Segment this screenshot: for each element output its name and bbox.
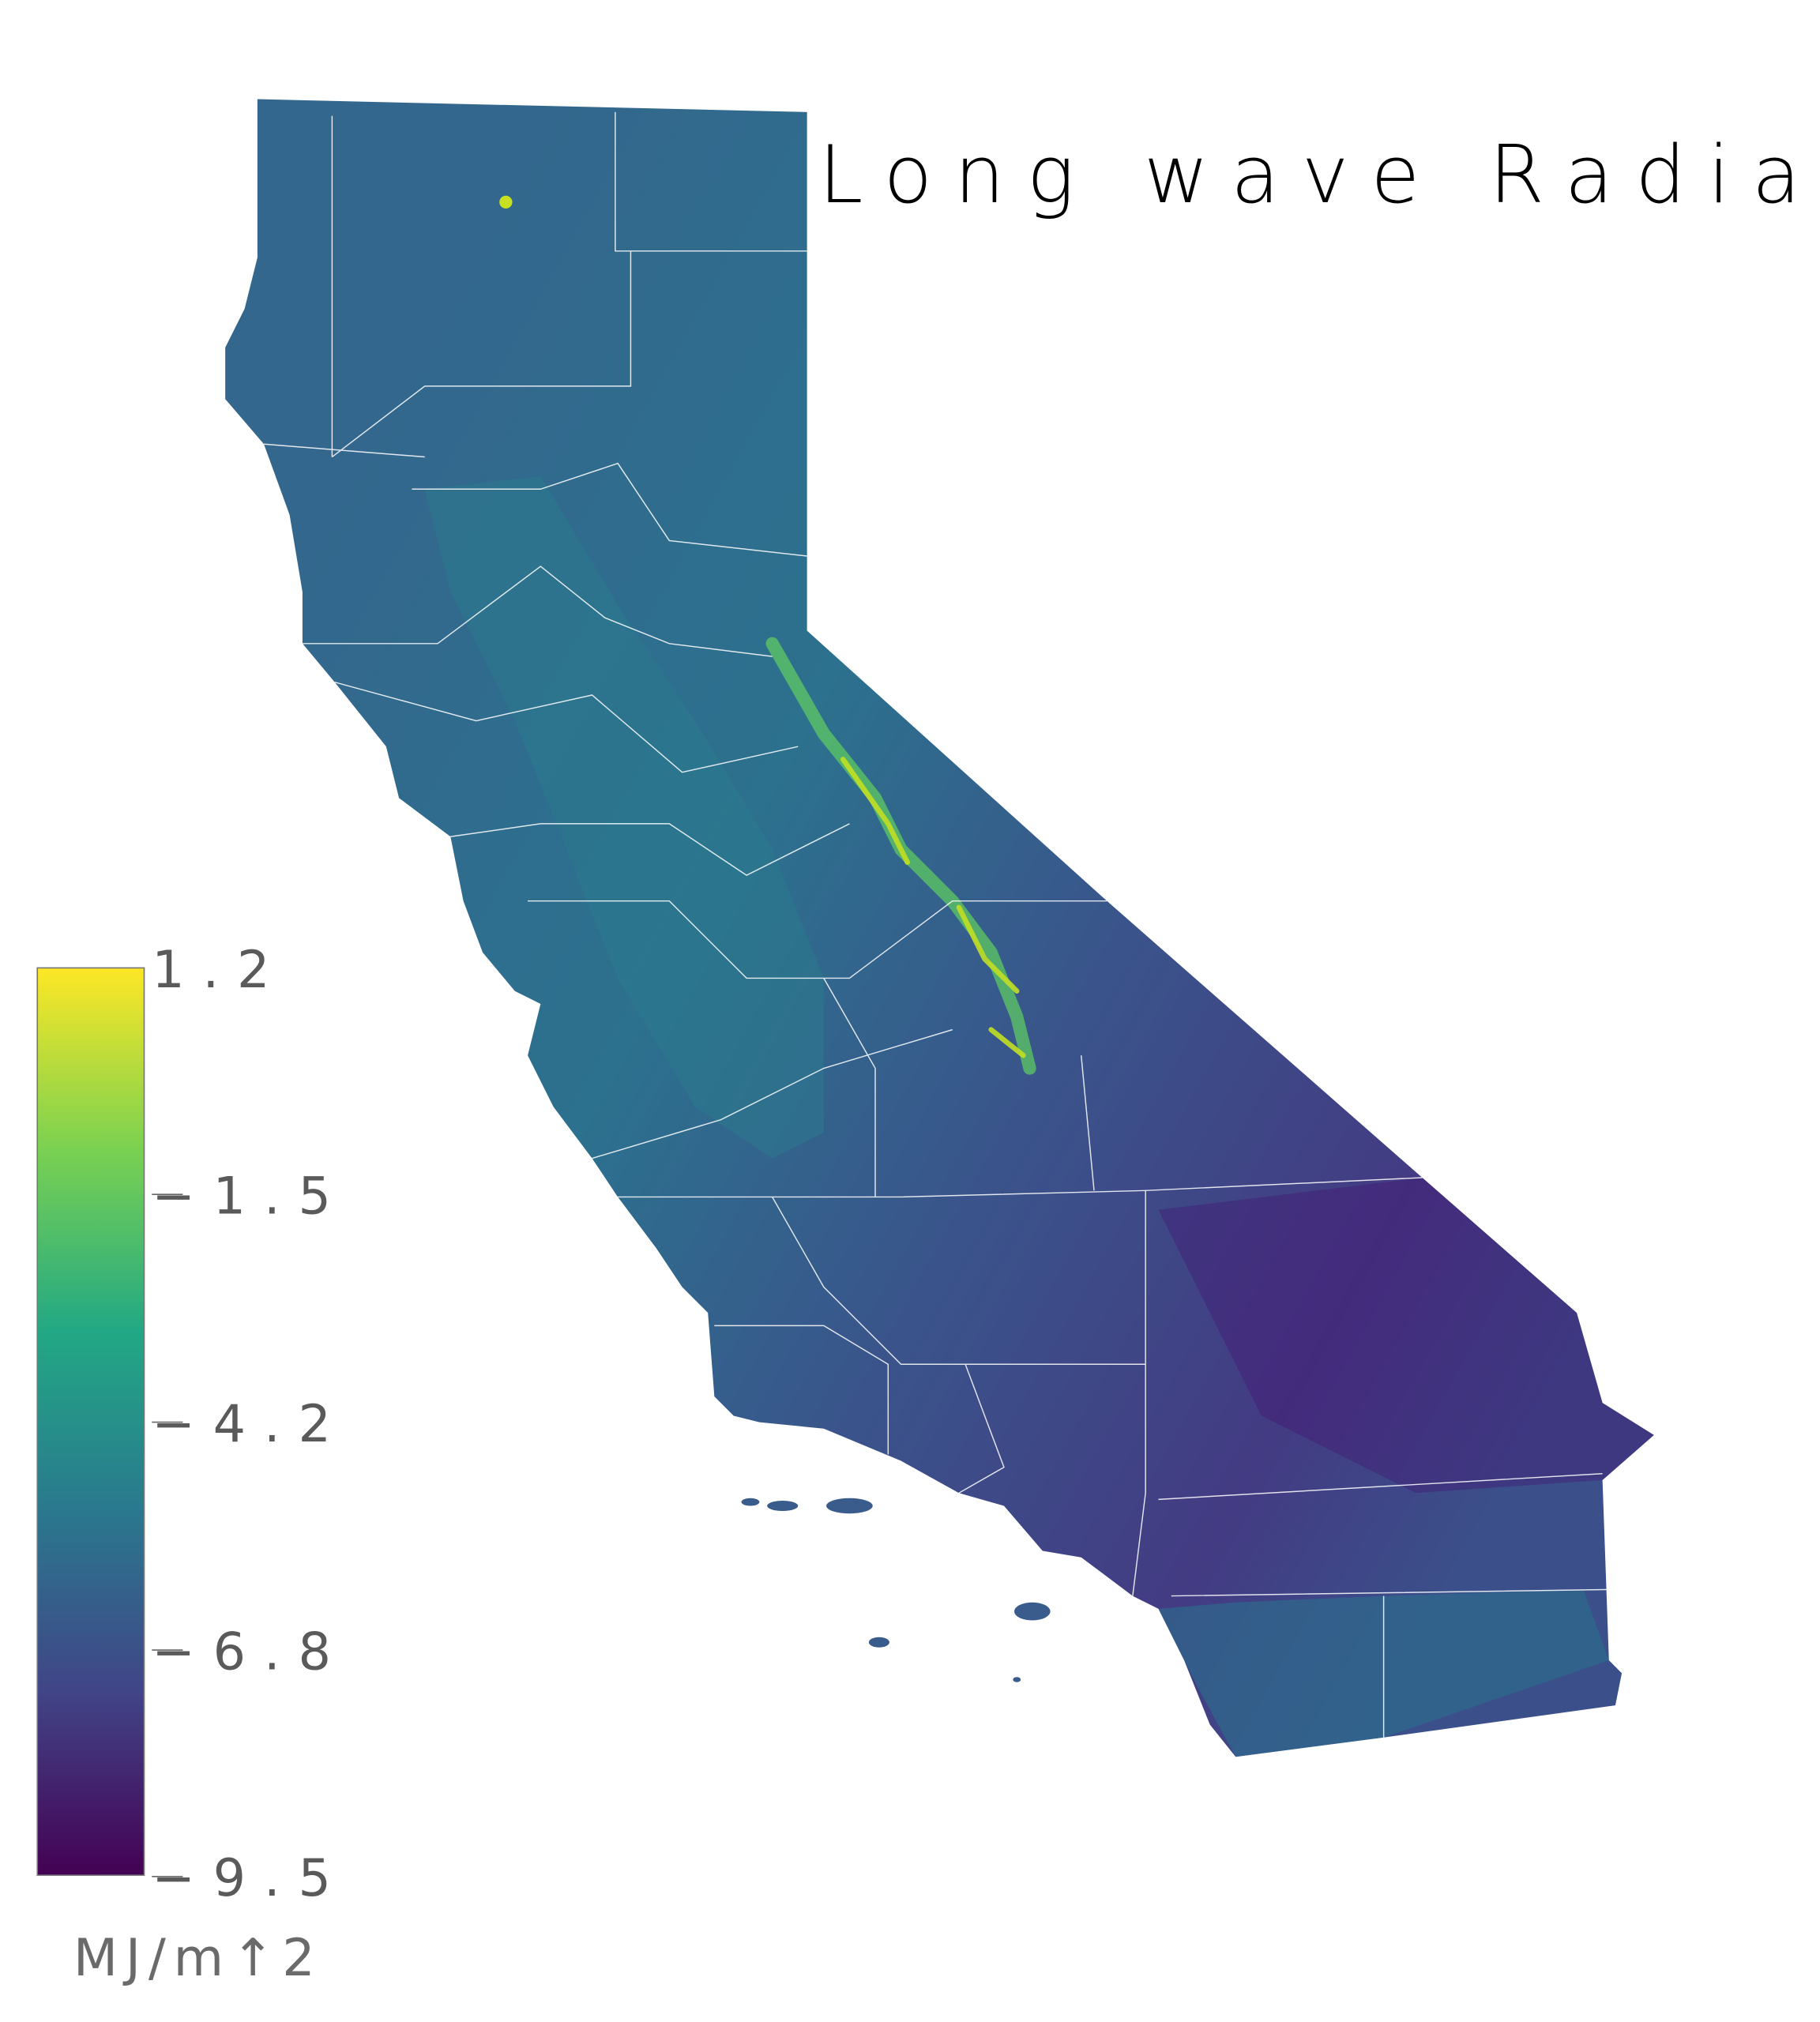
map-title: Long wave Radiation (818, 128, 1820, 221)
state-shape (225, 99, 1654, 1757)
central-valley-shade (424, 475, 824, 1159)
mount-shasta-spot (499, 195, 513, 209)
tick-label: −1.5 (152, 1167, 348, 1227)
tick-label: −4.2 (152, 1395, 348, 1454)
colorbar-ticks (152, 1193, 183, 1877)
sierra-nevada-peaks (840, 757, 1026, 1058)
channel-islands (741, 1498, 1051, 1682)
tick-label: −6.8 (152, 1622, 348, 1682)
colorbar-gradient (36, 967, 145, 1876)
california-map (225, 99, 1654, 1757)
sierra-nevada-highlight (765, 637, 1036, 1075)
tick-label: −9.5 (152, 1849, 348, 1908)
eastern-desert-shade (1158, 1178, 1654, 1494)
colorbar-unit-label: MJ/m↑2 (73, 1929, 323, 1988)
tick-label: 1.2 (152, 941, 288, 1000)
colorbar: 1.2 −1.5 −4.2 −6.8 −9.5 MJ/m↑2 (36, 941, 348, 1988)
county-lines (263, 111, 1609, 1738)
